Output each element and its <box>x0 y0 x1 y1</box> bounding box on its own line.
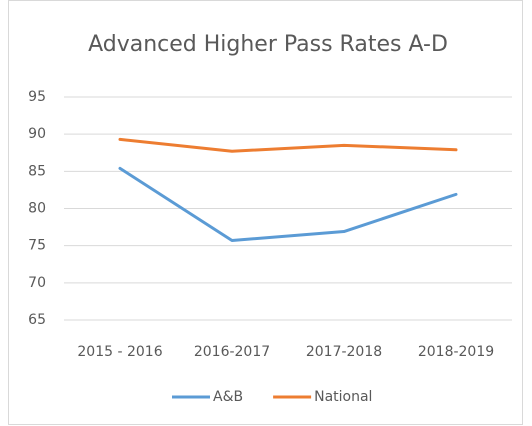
chart-frame <box>8 0 523 425</box>
legend-label: National <box>314 389 372 405</box>
legend-label: A&B <box>213 389 243 405</box>
chart-title: Advanced Higher Pass Rates A-D <box>88 32 448 57</box>
x-tick-label: 2018-2019 <box>418 344 494 360</box>
y-tick-label: 65 <box>28 312 46 328</box>
x-tick-label: 2017-2018 <box>306 344 382 360</box>
x-tick-label: 2015 - 2016 <box>77 344 162 360</box>
x-tick-label: 2016-2017 <box>194 344 270 360</box>
data-line <box>118 137 458 153</box>
y-tick-label: 85 <box>28 163 46 179</box>
y-tick-label: 75 <box>28 238 46 254</box>
y-tick-label: 70 <box>28 275 46 291</box>
y-tick-label: 80 <box>28 201 46 217</box>
y-tick-label: 90 <box>28 126 46 142</box>
data-line <box>118 166 458 242</box>
y-tick-label: 95 <box>28 89 46 105</box>
